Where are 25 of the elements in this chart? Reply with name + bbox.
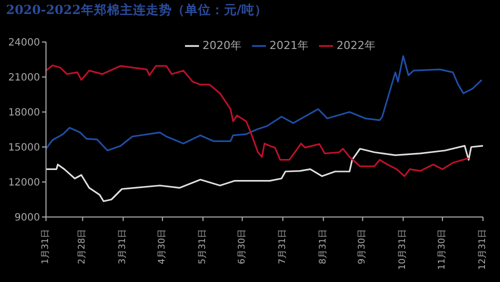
y-tick-label: 15000 xyxy=(8,142,40,154)
y-tick-label: 21000 xyxy=(8,72,40,84)
x-tick-label: 8月31日 xyxy=(318,229,328,264)
x-tick-label: 10月31日 xyxy=(398,229,408,270)
x-tick-label: 11月30日 xyxy=(437,229,448,270)
y-tick-label: 12000 xyxy=(8,178,40,189)
x-tick-label: 2月28日 xyxy=(78,229,88,264)
y-tick-label: 18000 xyxy=(8,108,40,119)
x-tick-label: 12月31日 xyxy=(478,229,488,270)
x-tick-label: 4月30日 xyxy=(157,229,168,264)
legend-label: 2022年 xyxy=(336,39,376,52)
x-tick-label: 6月30日 xyxy=(237,229,248,264)
line-series xyxy=(46,55,482,152)
x-tick-label: 5月31日 xyxy=(198,229,208,264)
x-tick-label: 7月31日 xyxy=(278,229,288,264)
legend-label: 2021年 xyxy=(270,39,308,52)
line-series xyxy=(46,145,483,202)
y-tick-label: 24000 xyxy=(8,38,40,49)
x-tick-label: 1月31日 xyxy=(41,229,51,264)
legend-label: 2020年 xyxy=(202,39,242,52)
chart-title: 2020-2022年郑棉主连走势（单位：元/吨） xyxy=(6,2,268,19)
x-tick-label: 3月31日 xyxy=(118,229,128,264)
y-tick-label: 9000 xyxy=(14,212,40,224)
line-series xyxy=(46,64,470,177)
x-tick-label: 9月30日 xyxy=(358,229,368,264)
